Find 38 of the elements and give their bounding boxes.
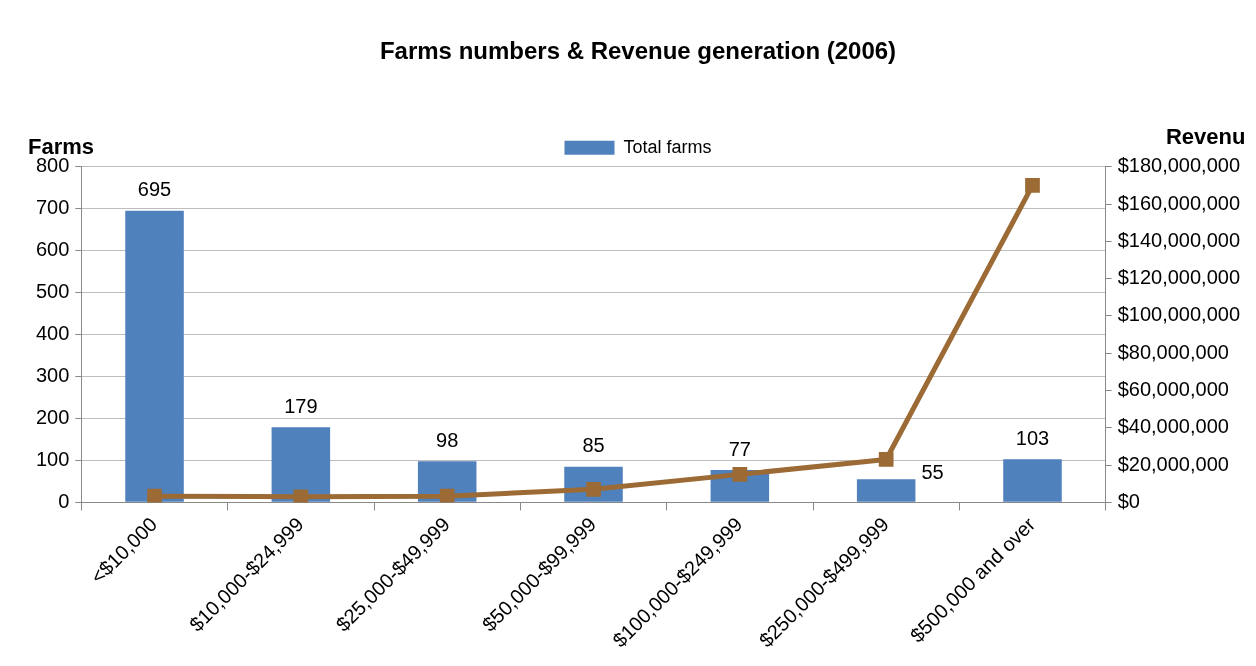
y2-tick-label: $0: [1117, 489, 1140, 512]
y2-tick-label: $160,000,000: [1117, 191, 1240, 214]
y2-tick-label: $80,000,000: [1117, 340, 1229, 363]
data-label: 77: [728, 437, 751, 460]
y-tick-label: 700: [35, 196, 70, 219]
y2-tick-label: $100,000,000: [1117, 303, 1240, 326]
y-tick-label: 400: [35, 322, 70, 345]
bar: [125, 210, 184, 502]
data-label: 179: [284, 394, 318, 417]
y-tick-label: 200: [35, 405, 70, 428]
point: [1025, 178, 1040, 193]
y-tick-label: 300: [35, 364, 70, 387]
legend-label: Total farms: [623, 136, 712, 157]
data-label: 103: [1015, 426, 1050, 449]
point: [439, 488, 455, 503]
y-tick-label: 500: [35, 280, 70, 303]
y2-tick-label: $140,000,000: [1117, 228, 1240, 251]
y-tick-label: 100: [35, 447, 70, 470]
y2-tick-label: $40,000,000: [1117, 415, 1229, 438]
y-tick-label: 600: [35, 238, 70, 261]
data-label: 98: [436, 428, 459, 451]
y2-tick-label: $120,000,000: [1117, 266, 1240, 289]
y2-axis-title: Revenu: [1165, 123, 1246, 149]
chart-title: Farms numbers & Revenue generation (2006): [379, 37, 897, 65]
y2-tick-label: $20,000,000: [1117, 452, 1229, 475]
y-tick-label: 0: [58, 489, 70, 512]
point: [293, 489, 309, 503]
bar: [856, 479, 916, 502]
data-label: 695: [137, 178, 172, 201]
bar: [271, 427, 331, 502]
point: [147, 488, 162, 503]
point: [732, 467, 748, 482]
data-label: 85: [582, 434, 605, 457]
point: [878, 452, 894, 467]
y2-tick-label: $180,000,000: [1117, 154, 1240, 177]
bar: [1003, 459, 1062, 502]
data-label: 55: [921, 460, 944, 483]
y2-tick-label: $60,000,000: [1117, 378, 1229, 401]
